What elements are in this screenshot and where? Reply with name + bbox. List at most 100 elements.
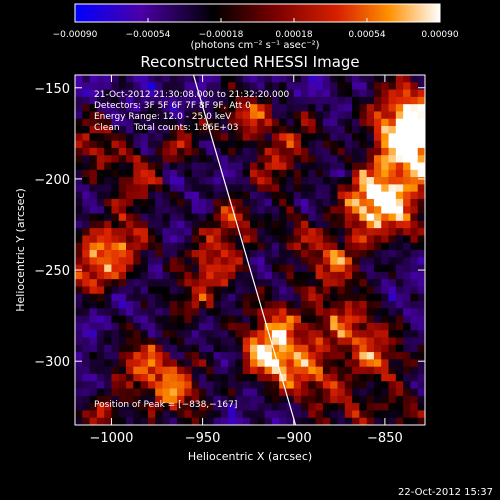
heatmap-cell xyxy=(293,118,302,127)
heatmap-cell xyxy=(191,206,200,214)
heatmap-cell xyxy=(96,155,105,163)
heatmap-cell xyxy=(198,403,207,411)
heatmap-cell xyxy=(111,410,120,419)
heatmap-cell xyxy=(271,417,280,425)
heatmap-cell xyxy=(293,220,302,229)
heatmap-cell xyxy=(330,162,338,171)
heatmap-cell xyxy=(337,359,346,368)
heatmap-cell xyxy=(271,162,280,171)
heatmap-cell xyxy=(395,417,404,425)
heatmap-cell xyxy=(308,271,317,280)
heatmap-cell xyxy=(366,410,375,419)
heatmap-cell xyxy=(82,104,90,112)
heatmap-cell xyxy=(169,417,178,425)
heatmap-cell xyxy=(213,308,222,317)
heatmap-cell xyxy=(410,162,419,171)
heatmap-cell xyxy=(206,104,214,112)
heatmap-cell xyxy=(337,75,346,83)
heatmap-cell xyxy=(337,286,346,295)
heatmap-cell xyxy=(220,359,229,368)
heatmap-cell xyxy=(162,191,171,200)
heatmap-cell xyxy=(155,147,163,156)
heatmap-cell xyxy=(118,126,127,134)
heatmap-cell xyxy=(235,381,244,389)
heatmap-cell xyxy=(126,257,134,265)
heatmap-cell xyxy=(315,147,324,156)
colorbar-tick-label: −0.00054 xyxy=(126,30,171,40)
heatmap-cell xyxy=(140,337,149,346)
heatmap-cell xyxy=(184,257,193,265)
heatmap-cell xyxy=(257,337,265,346)
heatmap-cell xyxy=(126,126,134,134)
heatmap-cell xyxy=(75,264,83,273)
heatmap-cell xyxy=(417,96,425,105)
heatmap-cell xyxy=(111,403,120,411)
heatmap-cell xyxy=(395,75,404,83)
heatmap-cell xyxy=(388,104,397,112)
heatmap-cell xyxy=(381,133,389,142)
heatmap-cell xyxy=(111,242,120,251)
heatmap-cell xyxy=(104,388,112,397)
heatmap-cell xyxy=(147,395,156,404)
heatmap-cell xyxy=(169,301,178,309)
heatmap-cell xyxy=(191,417,200,425)
heatmap-cell xyxy=(403,184,411,193)
heatmap-cell xyxy=(213,111,222,120)
heatmap-cell xyxy=(359,388,368,397)
heatmap-cell xyxy=(82,184,90,193)
heatmap-cell xyxy=(322,89,331,98)
heatmap-cell xyxy=(403,147,411,156)
heatmap-cell xyxy=(235,395,244,404)
heatmap-cell xyxy=(344,279,353,287)
heatmap-cell xyxy=(279,322,287,331)
heatmap-cell xyxy=(242,206,251,214)
heatmap-cell xyxy=(330,184,338,193)
heatmap-cell xyxy=(169,235,178,244)
heatmap-cell xyxy=(257,75,265,83)
heatmap-cell xyxy=(381,315,389,324)
heatmap-cell xyxy=(140,344,149,353)
heatmap-cell xyxy=(250,242,258,251)
heatmap-cell xyxy=(155,228,163,236)
heatmap-cell xyxy=(257,191,265,200)
heatmap-cell xyxy=(271,104,280,112)
heatmap-cell xyxy=(75,359,83,368)
heatmap-cell xyxy=(220,89,229,98)
heatmap-cell xyxy=(271,330,280,338)
heatmap-cell xyxy=(177,162,185,171)
heatmap-cell xyxy=(315,82,324,90)
heatmap-cell xyxy=(395,337,404,346)
heatmap-cell xyxy=(220,228,229,236)
heatmap-cell xyxy=(220,381,229,389)
heatmap-cell xyxy=(147,381,156,389)
heatmap-cell xyxy=(242,213,251,222)
heatmap-cell xyxy=(89,381,98,389)
heatmap-cell xyxy=(126,373,134,382)
heatmap-cell xyxy=(118,293,127,302)
heatmap-cell xyxy=(308,315,317,324)
heatmap-cell xyxy=(315,133,324,142)
heatmap-cell xyxy=(257,213,265,222)
heatmap-cell xyxy=(403,126,411,134)
heatmap-cell xyxy=(162,242,171,251)
heatmap-cell xyxy=(118,82,127,90)
heatmap-cell xyxy=(89,104,98,112)
heatmap-cell xyxy=(308,359,317,368)
heatmap-cell xyxy=(82,330,90,338)
heatmap-cell xyxy=(293,373,302,382)
heatmap-cell xyxy=(89,366,98,375)
heatmap-cell xyxy=(191,177,200,185)
heatmap-cell xyxy=(257,235,265,244)
heatmap-cell xyxy=(257,147,265,156)
heatmap-cell xyxy=(301,133,309,142)
heatmap-cell xyxy=(308,403,317,411)
heatmap-cell xyxy=(147,308,156,317)
heatmap-cell xyxy=(184,242,193,251)
heatmap-cell xyxy=(242,191,251,200)
heatmap-cell xyxy=(337,388,346,397)
heatmap-cell xyxy=(293,337,302,346)
heatmap-cell xyxy=(286,301,295,309)
heatmap-cell xyxy=(264,162,273,171)
heatmap-cell xyxy=(155,264,163,273)
heatmap-cell xyxy=(293,235,302,244)
